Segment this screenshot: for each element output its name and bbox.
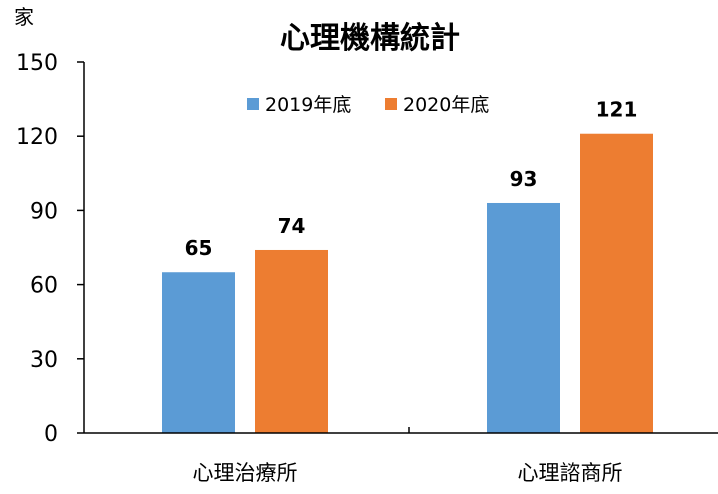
bar bbox=[162, 272, 235, 433]
legend-label: 2020年底 bbox=[403, 94, 489, 116]
y-axis-ticks: 0 30 60 90 120 150 bbox=[16, 51, 84, 447]
y-tick-label: 150 bbox=[16, 51, 58, 76]
y-axis-unit-label: 家 bbox=[14, 5, 34, 29]
legend-label: 2019年底 bbox=[265, 94, 351, 116]
x-axis-ticks: 心理治療所 心理諮商所 bbox=[193, 461, 623, 485]
data-label: 93 bbox=[510, 167, 538, 191]
data-label: 65 bbox=[185, 236, 213, 260]
x-tick-label: 心理治療所 bbox=[193, 461, 298, 485]
legend-swatch bbox=[247, 98, 259, 110]
bars: 65 74 93 121 bbox=[162, 98, 653, 433]
y-tick-label: 30 bbox=[30, 348, 58, 373]
x-tick-label: 心理諮商所 bbox=[518, 461, 623, 485]
bar bbox=[255, 249, 328, 433]
y-tick-label: 90 bbox=[30, 199, 58, 224]
y-tick-label: 120 bbox=[16, 125, 58, 150]
legend-swatch bbox=[385, 98, 397, 110]
bar bbox=[580, 133, 653, 433]
data-label: 121 bbox=[596, 98, 638, 122]
y-tick-label: 60 bbox=[30, 274, 58, 299]
y-tick-label: 0 bbox=[44, 422, 58, 447]
data-label: 74 bbox=[278, 214, 306, 238]
bar bbox=[487, 202, 560, 433]
chart-title: 心理機構統計 bbox=[280, 21, 460, 56]
legend: 2019年底 2020年底 bbox=[247, 94, 489, 116]
